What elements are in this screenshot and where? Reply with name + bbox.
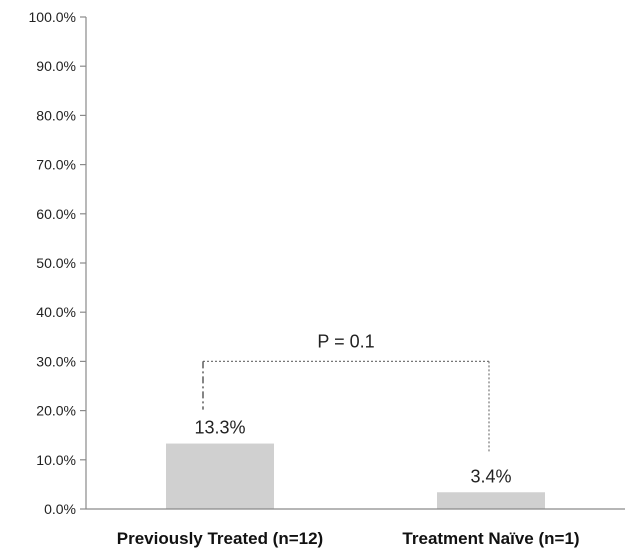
bar-value-label: 13.3% [194, 418, 245, 438]
significance-bracket: P = 0.1 [202, 331, 490, 453]
y-tick-label: 70.0% [36, 157, 76, 173]
x-category-label: Treatment Naïve (n=1) [402, 529, 579, 548]
y-tick-label: 40.0% [36, 304, 76, 320]
bar [166, 443, 274, 509]
y-tick-label: 30.0% [36, 353, 76, 369]
y-tick-label: 100.0% [29, 9, 76, 25]
bars: 13.3% 3.4% [166, 418, 545, 509]
y-tick-label: 10.0% [36, 452, 76, 468]
x-category-label: Previously Treated (n=12) [117, 529, 323, 548]
x-axis: Previously Treated (n=12) Treatment Naïve… [86, 508, 625, 548]
y-tick-label: 60.0% [36, 206, 76, 222]
p-value-label: P = 0.1 [317, 331, 374, 351]
y-tick-label: 80.0% [36, 107, 76, 123]
y-tick-label: 90.0% [36, 58, 76, 74]
y-axis: 0.0% 10.0% 20.0% 30.0% 40.0% 50.0% 60.0% 70.0% 8… [29, 9, 87, 517]
y-tick-label: 20.0% [36, 403, 76, 419]
bar [437, 492, 545, 509]
bar-value-label: 3.4% [470, 466, 511, 486]
y-tick-label: 0.0% [44, 501, 76, 517]
y-tick-label: 50.0% [36, 255, 76, 271]
